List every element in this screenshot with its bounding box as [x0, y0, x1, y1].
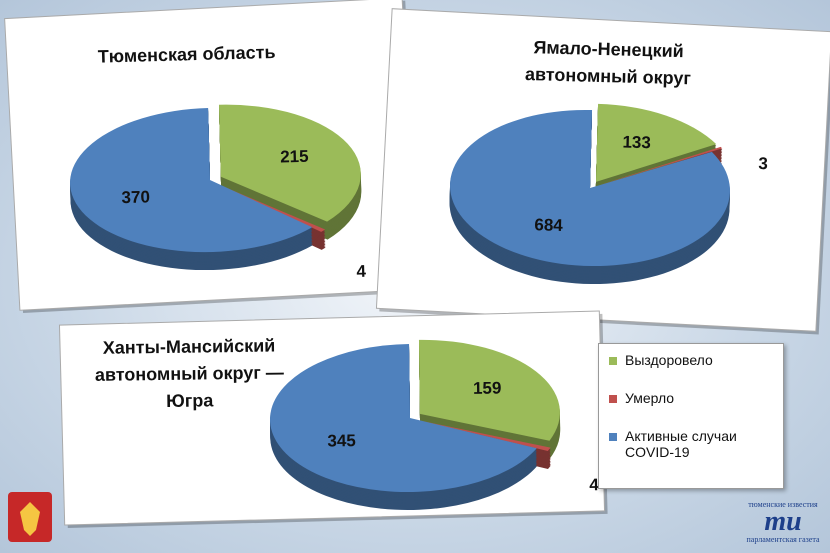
- legend-item: Выздоровело: [609, 352, 773, 368]
- legend-label: Выздоровело: [625, 352, 713, 368]
- slice: [418, 339, 560, 441]
- slice: [270, 344, 537, 492]
- pie: 215 4 370 Тюменская область: [70, 42, 367, 281]
- legend-item: Умерло: [609, 390, 773, 406]
- value-label: 345: [327, 431, 356, 450]
- logo-top: тюменские известия: [748, 500, 818, 509]
- value-label: 4: [589, 475, 599, 494]
- legend-item: Активные случаи COVID-19: [609, 428, 773, 460]
- value-label: 370: [121, 187, 150, 207]
- emblem: [8, 492, 52, 542]
- slice: [70, 108, 313, 253]
- logo-mark: ти: [764, 506, 802, 537]
- chart-title: автономный округ —: [95, 362, 284, 384]
- chart-title: Югра: [166, 390, 214, 411]
- value-label: 684: [534, 215, 563, 235]
- legend-label: Умерло: [625, 390, 675, 406]
- value-label: 4: [356, 262, 366, 281]
- logo-bottom: парламентская газета: [746, 535, 820, 544]
- legend-swatch: [609, 395, 617, 403]
- slice: [600, 146, 723, 185]
- value-label: 159: [473, 379, 502, 398]
- newspaper-logo: тюменские известия ти парламентская газе…: [738, 500, 828, 544]
- slice: [450, 109, 730, 267]
- legend: Выздоровело Умерло Активные случаи COVID-1…: [598, 343, 784, 489]
- chart-title: Ямало-Ненецкий: [533, 37, 684, 61]
- legend-swatch: [609, 433, 617, 441]
- legend-swatch: [609, 357, 617, 365]
- value-label: 215: [280, 147, 309, 167]
- value-label: 3: [758, 154, 768, 173]
- pie: 159 4 345 Ханты-Мансийский автономный округ …: [95, 336, 599, 510]
- emblem-eagle: [20, 502, 40, 536]
- chart-title: автономный округ: [525, 64, 692, 88]
- value-label: 133: [622, 133, 651, 153]
- slice: [596, 103, 717, 182]
- legend-label: Активные случаи COVID-19: [625, 428, 737, 460]
- chart-title: Ханты-Мансийский: [103, 336, 276, 358]
- slice: [218, 104, 361, 222]
- chart-title: Тюменская область: [98, 42, 276, 67]
- pie: 133 3 684 Ямало-Ненецкий автономный округ: [449, 37, 768, 285]
